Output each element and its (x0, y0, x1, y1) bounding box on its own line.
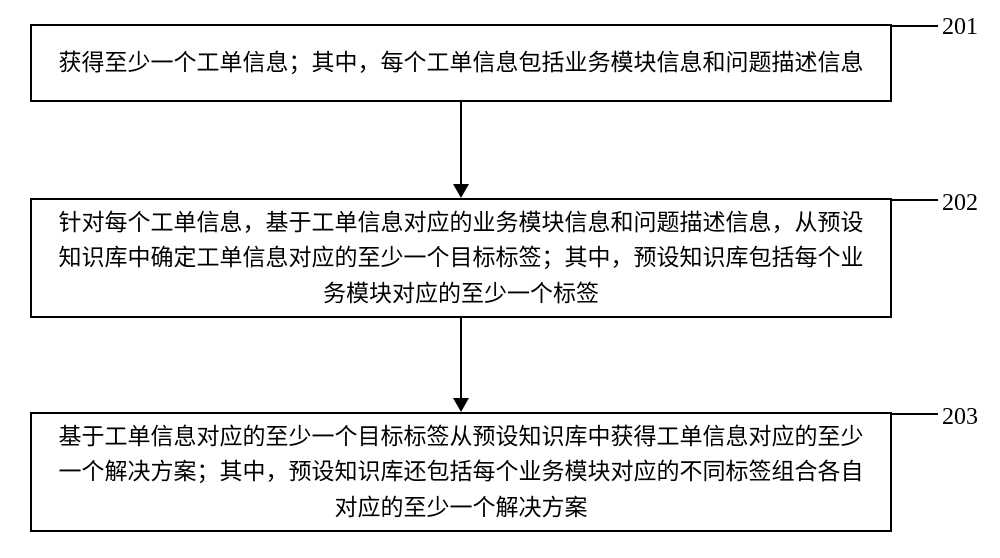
step-label-202: 202 (942, 190, 978, 217)
flow-node-201: 获得至少一个工单信息；其中，每个工单信息包括业务模块信息和问题描述信息 (30, 24, 892, 102)
flow-node-201-text: 获得至少一个工单信息；其中，每个工单信息包括业务模块信息和问题描述信息 (59, 45, 864, 81)
arrow-202-to-203 (451, 318, 471, 412)
bracket-203 (890, 412, 940, 416)
flow-node-203: 基于工单信息对应的至少一个目标标签从预设知识库中获得工单信息对应的至少一个解决方… (30, 412, 892, 532)
step-label-201: 201 (942, 14, 978, 41)
step-label-203: 203 (942, 404, 978, 431)
bracket-202 (890, 198, 940, 202)
bracket-201 (890, 24, 940, 28)
flow-node-202: 针对每个工单信息，基于工单信息对应的业务模块信息和问题描述信息，从预设知识库中确… (30, 198, 892, 318)
arrow-201-to-202 (451, 102, 471, 198)
flow-node-202-text: 针对每个工单信息，基于工单信息对应的业务模块信息和问题描述信息，从预设知识库中确… (52, 205, 870, 312)
flowchart-canvas: 获得至少一个工单信息；其中，每个工单信息包括业务模块信息和问题描述信息 201 … (0, 0, 1000, 558)
flow-node-203-text: 基于工单信息对应的至少一个目标标签从预设知识库中获得工单信息对应的至少一个解决方… (52, 419, 870, 526)
